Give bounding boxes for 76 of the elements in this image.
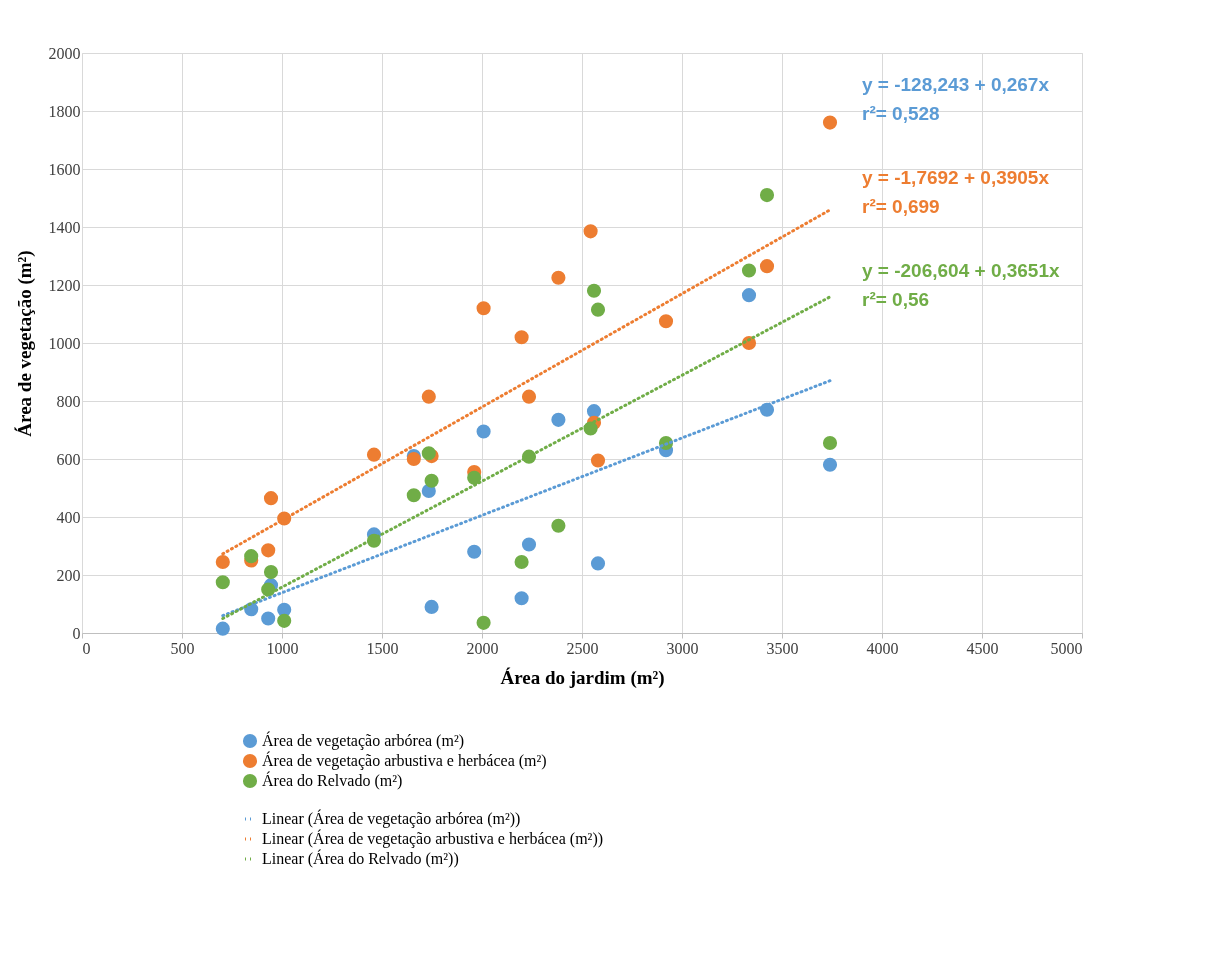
point (658, 314, 674, 329)
point (521, 389, 537, 404)
point (586, 404, 602, 419)
point (424, 473, 439, 488)
point (514, 330, 529, 345)
point (822, 457, 838, 472)
point (514, 591, 529, 606)
legend-label: Área de vegetação arbustiva e herbácea (m²) (262, 751, 547, 770)
point (586, 283, 602, 298)
point (514, 554, 529, 570)
x-tick-label: 2000 (466, 639, 499, 657)
y-tick-label: 0 (72, 624, 81, 642)
x-tick-label: 2500 (566, 639, 599, 657)
point (244, 549, 259, 564)
legend-label: Área do Relvado (m²) (262, 771, 403, 790)
x-tick-label: 1500 (366, 639, 399, 657)
point (406, 488, 421, 503)
annotation: r²= 0,699 (862, 196, 940, 217)
y-tick-label: 1600 (48, 160, 81, 178)
point (263, 565, 279, 580)
point (467, 470, 482, 485)
y-tick-label: 1200 (48, 276, 81, 294)
point (590, 302, 606, 317)
y-tick-label: 1400 (48, 218, 81, 236)
point (366, 447, 382, 462)
point (277, 613, 292, 628)
point (551, 518, 566, 533)
legend-label: Linear (Área do Relvado (m²)) (262, 849, 459, 868)
point (424, 599, 439, 614)
point (215, 554, 230, 570)
legend-label: Linear (Área de vegetação arbórea (m²)) (262, 809, 521, 828)
x-tick-label: 4500 (966, 639, 999, 657)
point (261, 611, 276, 626)
y-tick-label: 2000 (48, 44, 81, 62)
point (476, 301, 491, 316)
point (551, 270, 566, 285)
annotation: r²= 0,56 (862, 289, 930, 310)
y-tick-label: 600 (56, 450, 81, 468)
x-tick-label: 3500 (766, 639, 799, 657)
x-tick-label: 500 (170, 639, 195, 657)
y-tick-label: 800 (56, 392, 81, 410)
y-tick-label: 1800 (48, 102, 81, 120)
legend-label: Área de vegetação arbórea (m²) (262, 731, 464, 750)
point (215, 621, 230, 636)
point (590, 556, 606, 571)
x-tick-label: 5000 (1050, 639, 1083, 657)
legend-label: Linear (Área de vegetação arbustiva e herbácea (m²)) (262, 829, 604, 848)
annotation: y = -206,604 + 0,3651x (862, 260, 1060, 281)
point (521, 537, 537, 552)
point (741, 263, 757, 278)
point (590, 453, 606, 468)
point (759, 188, 775, 203)
point (263, 491, 279, 506)
point (215, 575, 230, 590)
annotation: r²= 0,528 (862, 103, 940, 124)
point (741, 288, 757, 303)
annotation: y = -1,7692 + 0,3905x (862, 167, 1050, 188)
point (261, 543, 276, 558)
x-tick-label: 1000 (266, 639, 299, 657)
point (421, 389, 436, 404)
point (759, 259, 775, 274)
point (822, 435, 838, 451)
point (476, 424, 491, 439)
annotation: y = -128,243 + 0,267x (862, 74, 1050, 95)
x-tick-label: 4000 (866, 639, 899, 657)
point (467, 544, 482, 559)
y-tick-label: 400 (56, 508, 81, 526)
point (551, 412, 566, 427)
x-tick-label: 3000 (666, 639, 699, 657)
x-axis-title: Área do jardim (m²) (500, 666, 665, 689)
point (822, 115, 838, 130)
point (583, 224, 598, 239)
y-tick-label: 200 (56, 566, 81, 584)
y-tick-label: 1000 (48, 334, 81, 352)
y-axis-title: Área de vegetação (m²) (13, 250, 36, 437)
point (476, 615, 491, 630)
